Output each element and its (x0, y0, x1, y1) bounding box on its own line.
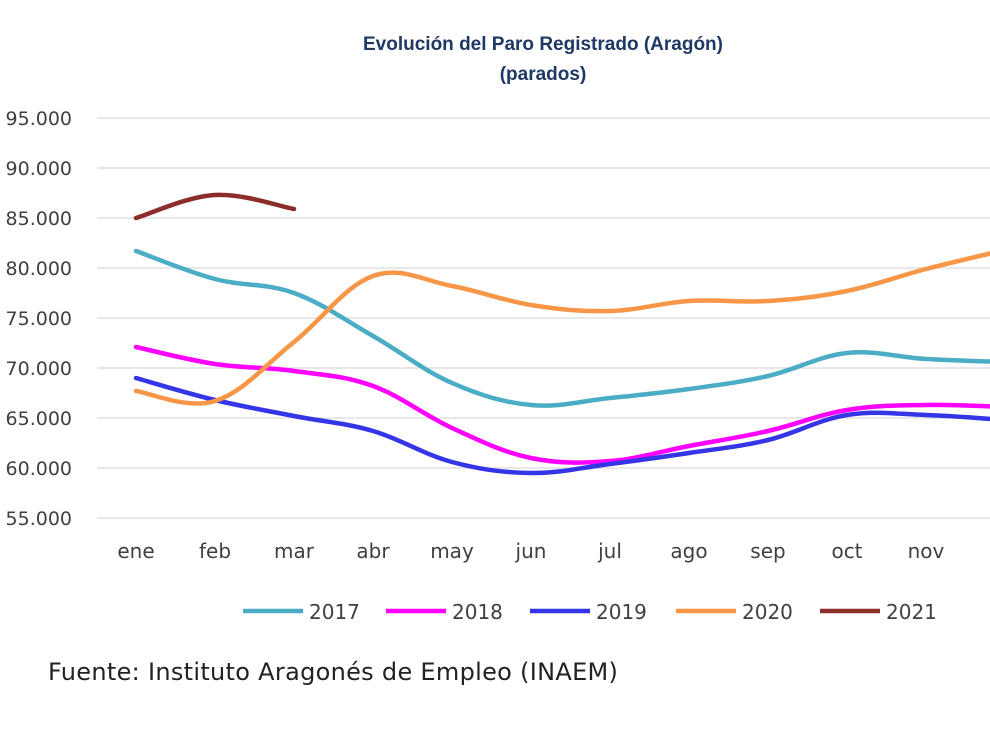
legend-label-2018: 2018 (452, 600, 503, 624)
series-lines (133, 192, 990, 476)
y-tick-label: 95.000 (6, 108, 72, 130)
x-tick-label: mar (274, 539, 315, 563)
legend: 2017 2018 2019 2020 2021 (243, 600, 937, 624)
x-axis-ticks: enefebmarabrmayjunjulagosepoctnovdic (117, 539, 945, 563)
x-tick-label: ene (117, 539, 154, 563)
legend-label-2020: 2020 (742, 600, 793, 624)
x-tick-label: jul (597, 539, 622, 563)
series-line-2020 (133, 251, 990, 406)
x-tick-label: oct (831, 539, 862, 563)
legend-label-2019: 2019 (596, 600, 647, 624)
y-tick-label: 55.000 (6, 508, 72, 530)
x-tick-label: jun (515, 539, 547, 563)
chart-subtitle: (parados) (500, 64, 587, 85)
x-tick-label: sep (750, 539, 785, 563)
y-tick-label: 75.000 (6, 308, 72, 330)
legend-label-2021: 2021 (886, 600, 937, 624)
series-line-2017 (133, 248, 990, 408)
legend-label-2017: 2017 (309, 600, 360, 624)
y-axis-ticks: 95.000 90.000 85.000 80.000 75.000 70.000 65.0… (6, 108, 72, 530)
y-tick-label: 70.000 (6, 358, 72, 380)
series-line-2021 (133, 192, 297, 221)
x-tick-label: abr (356, 539, 390, 563)
x-tick-label: may (430, 539, 474, 563)
series-line-2019 (133, 375, 990, 476)
y-tick-label: 60.000 (6, 458, 72, 480)
y-tick-label: 90.000 (6, 158, 72, 180)
source-note: Fuente: Instituto Aragonés de Empleo (IN… (48, 658, 619, 686)
y-tick-label: 85.000 (6, 208, 72, 230)
x-tick-label: nov (908, 539, 945, 563)
x-tick-label: ago (670, 539, 707, 563)
x-tick-label: feb (199, 539, 231, 563)
series-line-2018 (133, 344, 990, 465)
y-tick-label: 65.000 (6, 408, 72, 430)
y-tick-label: 80.000 (6, 258, 72, 280)
chart-title: Evolución del Paro Registrado (Aragón) (363, 34, 723, 55)
